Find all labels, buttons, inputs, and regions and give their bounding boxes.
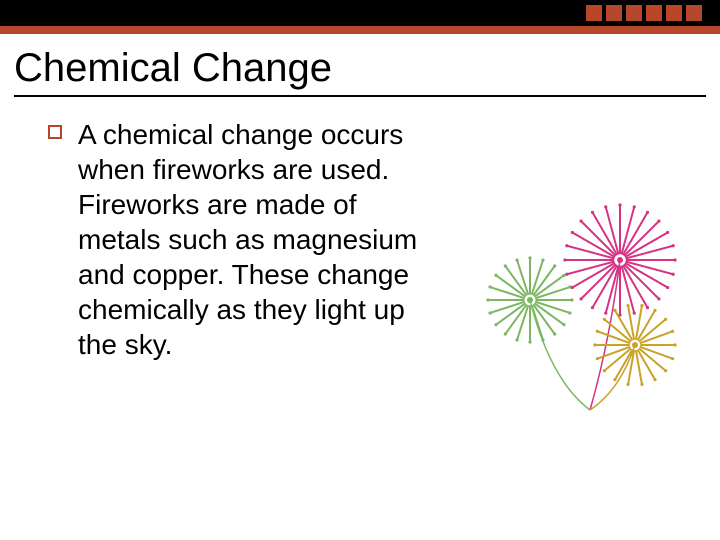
header-accent-bar [0, 26, 720, 34]
body-text: A chemical change occurs when fireworks … [78, 117, 438, 362]
header-top-bar [0, 0, 720, 26]
firework-burst [486, 256, 573, 343]
header-tick [686, 5, 702, 21]
header-tick [626, 5, 642, 21]
slide-title: Chemical Change [14, 46, 720, 91]
header-tick [606, 5, 622, 21]
bullet-icon [48, 125, 62, 139]
firework-trail [530, 300, 590, 410]
firework-burst [563, 203, 676, 316]
header-tick [666, 5, 682, 21]
header-tick [586, 5, 602, 21]
fireworks-svg [460, 200, 700, 420]
firework-burst [593, 304, 676, 386]
fireworks-graphic [460, 200, 700, 420]
header-tick [646, 5, 662, 21]
